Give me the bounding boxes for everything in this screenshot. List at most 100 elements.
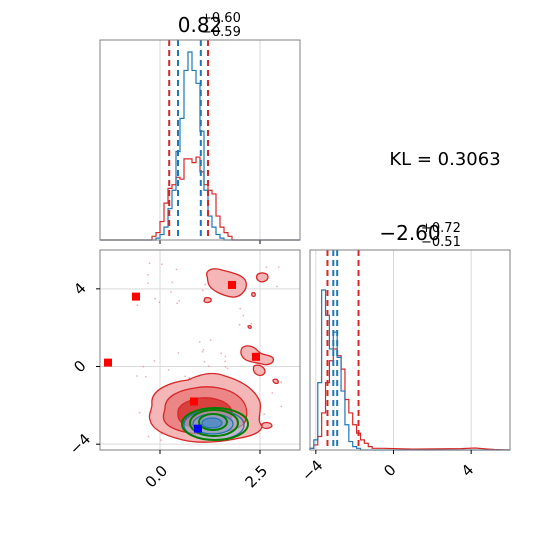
joint-x-tick-label: 0.0	[142, 462, 172, 492]
joint-scatter-point	[188, 376, 191, 379]
joint-scatter-point	[198, 341, 201, 343]
joint-y-tick-label: 4	[70, 279, 89, 298]
marginal-2-histograms	[309, 289, 511, 451]
marginal-1-frame	[99, 39, 301, 241]
joint-scatter-point	[224, 360, 226, 363]
red-island-3	[203, 296, 212, 304]
joint-scatter-point	[148, 262, 151, 265]
marginal-1-plus: +0.60	[201, 11, 241, 26]
joint-red-marker	[252, 352, 260, 361]
marginal-1-histogram-series-1	[100, 51, 300, 241]
marginal-1-grid	[159, 40, 261, 240]
joint-red-marker	[228, 280, 236, 289]
red-island-9	[261, 421, 273, 429]
blue-contour-inner	[201, 417, 223, 429]
marginal-panel-2: −2.60 +0.72 −0.51 −4 0 4	[298, 221, 511, 485]
marginal-2-plus: +0.72	[421, 221, 461, 236]
joint-scatter-point	[184, 375, 187, 378]
joint-scatter-point	[280, 405, 283, 408]
marginal-2-histogram-series-1	[309, 289, 510, 451]
joint-blue-marker	[194, 424, 202, 433]
marginal-2-x-tick-label: 0	[380, 461, 399, 480]
joint-markers	[104, 280, 260, 433]
joint-red-marker	[190, 397, 198, 406]
joint-scatter-point	[177, 352, 180, 354]
joint-scatter-point	[144, 375, 147, 378]
joint-scatter-point	[147, 273, 150, 276]
joint-y-tick-label: −4	[66, 430, 94, 458]
joint-scatter-point	[160, 263, 163, 266]
joint-scatter-point	[158, 301, 161, 304]
joint-scatter-point	[250, 322, 253, 325]
joint-scatter-point	[280, 381, 283, 384]
joint-scatter-point	[238, 323, 241, 326]
marginal-1-histogram-series-0	[100, 156, 300, 241]
joint-scatter-point	[176, 302, 178, 305]
joint-scatter-point	[239, 307, 242, 310]
joint-scatter-point	[203, 360, 206, 363]
red-island-5	[252, 364, 266, 377]
joint-scatter-point	[277, 266, 280, 268]
joint-scatter-point	[201, 350, 204, 353]
red-island-8	[251, 292, 256, 297]
joint-scatter-point	[136, 304, 139, 307]
joint-scatter-point	[178, 299, 181, 302]
joint-scatter-point	[138, 411, 141, 414]
marginal-2-x-tick-label: −4	[298, 456, 326, 484]
joint-x-ticks: 0.0 2.5	[142, 450, 272, 492]
green-contour-mid	[189, 409, 239, 437]
red-island-6	[272, 378, 279, 385]
joint-scatter-point	[171, 281, 174, 284]
marginal-2-x-ticks: −4 0 4	[298, 450, 477, 485]
green-contour-outer	[181, 407, 249, 441]
joint-scatter-point	[275, 285, 278, 288]
marginal-1-median: 0.82	[178, 13, 223, 37]
marginal-2-histogram-series-0	[309, 348, 511, 451]
marginal-2-grid	[315, 250, 472, 450]
joint-scatter-point	[265, 266, 268, 269]
joint-scatter-point	[167, 369, 170, 371]
joint-panel: 0.0 2.5 −4 0 4	[66, 249, 301, 492]
marginal-2-frame	[309, 249, 511, 451]
joint-scatter-point	[170, 291, 172, 293]
joint-scatter-point	[175, 268, 178, 271]
joint-scatter-point	[202, 348, 205, 351]
joint-scatter-point	[160, 439, 162, 442]
marginal-2-minus: −0.51	[421, 235, 461, 250]
joint-scatter-point	[207, 365, 210, 368]
green-contours	[181, 407, 249, 441]
red-island-7	[247, 325, 252, 329]
joint-scatter-point	[204, 283, 207, 286]
marginal-panel-1: 0.82 +0.60 −0.59	[99, 11, 301, 244]
joint-scatter-point	[209, 339, 212, 342]
joint-red-marker	[132, 292, 140, 301]
red-island-2	[255, 272, 269, 283]
joint-scatter-point	[263, 413, 266, 416]
joint-y-tick-label: 0	[70, 357, 89, 376]
marginal-1-histograms	[100, 51, 300, 241]
joint-scatter-point	[271, 392, 274, 394]
marginal-1-title: 0.82	[178, 13, 223, 37]
joint-scatter-point	[242, 314, 245, 317]
marginal-2-quantile-lines	[326, 250, 360, 450]
joint-red-marker	[104, 358, 112, 367]
red-island-1	[206, 268, 247, 298]
joint-x-tick-label: 2.5	[242, 462, 272, 492]
joint-y-ticks: −4 0 4	[66, 279, 100, 458]
marginal-2-median: −2.60	[379, 221, 440, 245]
joint-frame	[99, 249, 301, 451]
marginal-2-title: −2.60	[379, 221, 440, 245]
kl-annotation: KL = 0.3063	[389, 149, 500, 170]
joint-scatter-point	[147, 282, 149, 285]
joint-scatter-point	[136, 375, 138, 377]
green-contour-inner	[198, 413, 228, 431]
joint-scatter-point	[226, 367, 229, 370]
joint-scatter-point	[147, 435, 150, 438]
joint-scatter-point	[224, 366, 227, 368]
joint-scatter-point	[220, 352, 223, 355]
marginal-1-minus: −0.59	[201, 25, 241, 40]
joint-scatter-point	[142, 365, 145, 368]
marginal-1-quantile-lines	[159, 40, 261, 244]
joint-scatter-point	[154, 297, 156, 300]
